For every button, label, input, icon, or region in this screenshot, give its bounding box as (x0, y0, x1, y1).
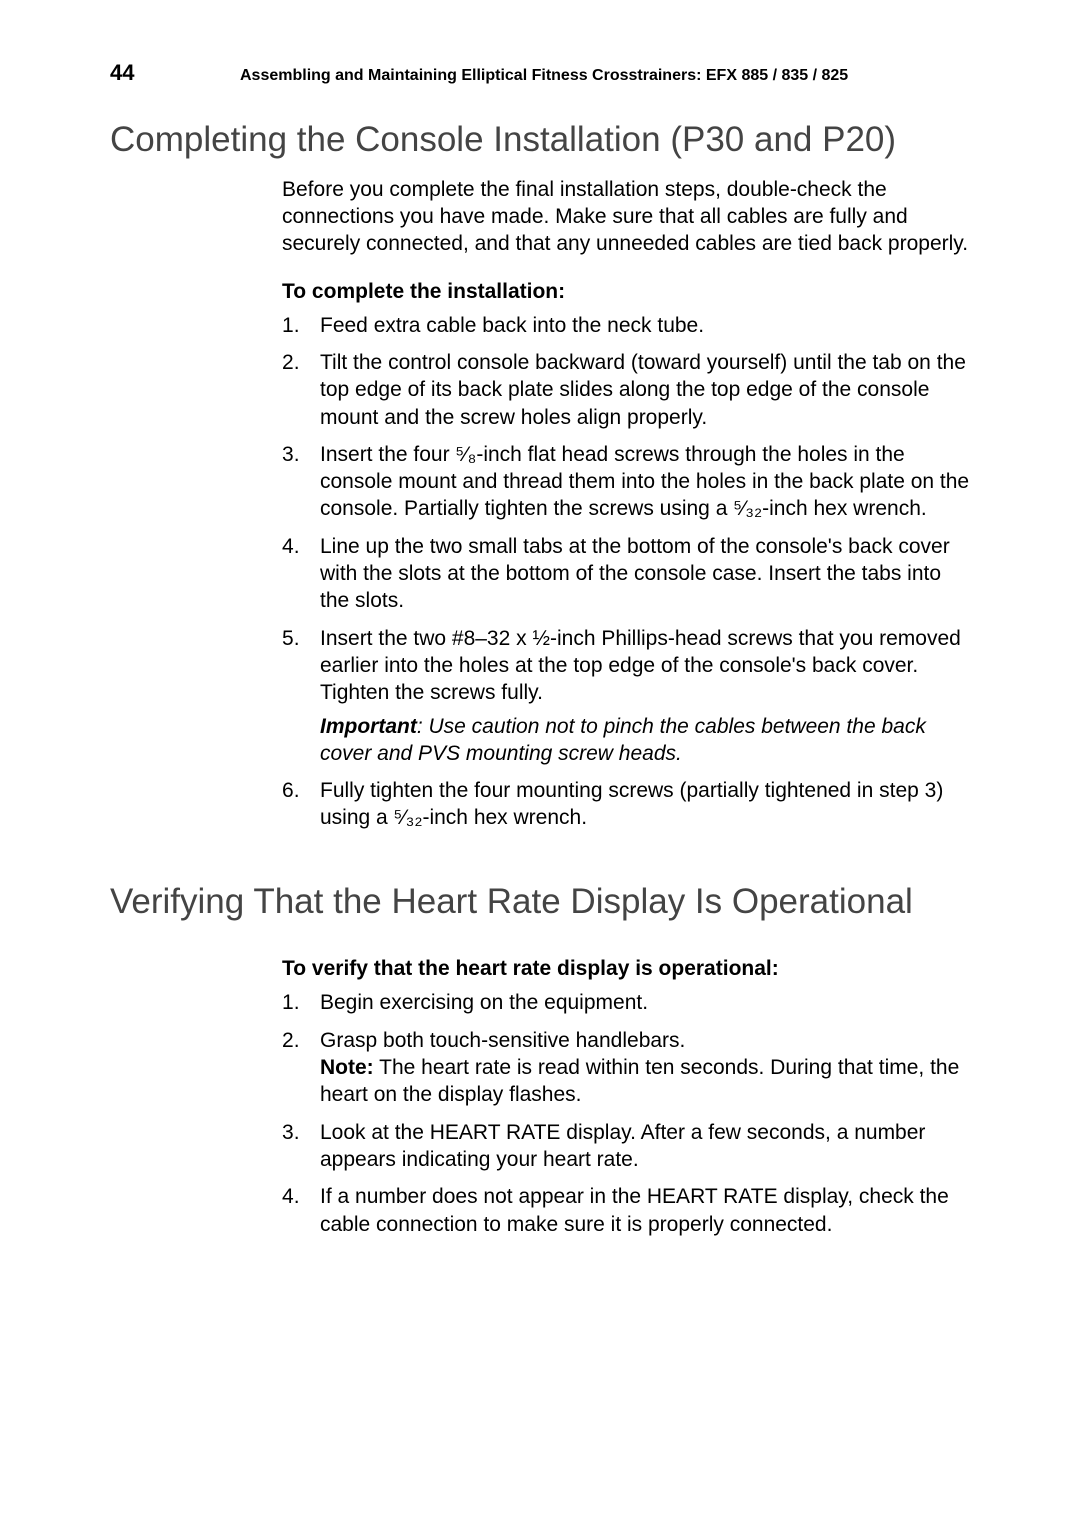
step-item: Tilt the control console backward (towar… (320, 349, 970, 431)
step-item: Fully tighten the four mounting screws (… (320, 777, 970, 832)
step-text: Fully tighten the four mounting screws (… (320, 779, 943, 829)
step-text: Insert the four ⁵⁄₈-inch flat head screw… (320, 443, 969, 521)
step-text: If a number does not appear in the HEART… (320, 1185, 949, 1235)
step-item: Line up the two small tabs at the bottom… (320, 533, 970, 615)
step-text: Feed extra cable back into the neck tube… (320, 314, 704, 337)
section-gap (110, 842, 970, 880)
page-number: 44 (110, 60, 240, 86)
section1-subheading: To complete the installation: (282, 280, 970, 304)
section1-heading: Completing the Console Installation (P30… (110, 118, 970, 162)
step-item: If a number does not appear in the HEART… (320, 1183, 970, 1238)
section1-intro: Before you complete the final installati… (282, 176, 970, 258)
note-label: Note: (320, 1056, 374, 1079)
section1-steps: Feed extra cable back into the neck tube… (282, 312, 970, 832)
note-text: The heart rate is read within ten second… (320, 1056, 959, 1106)
step-text: Look at the HEART RATE display. After a … (320, 1121, 925, 1171)
step-item: Insert the four ⁵⁄₈-inch flat head screw… (320, 441, 970, 523)
section2-subheading: To verify that the heart rate display is… (282, 957, 970, 981)
small-gap (110, 937, 970, 957)
step-text: Tilt the control console backward (towar… (320, 351, 966, 429)
section2-heading: Verifying That the Heart Rate Display Is… (110, 880, 970, 924)
step-text: Line up the two small tabs at the bottom… (320, 535, 950, 613)
step-text: Insert the two #8–32 x ½-inch Phillips-h… (320, 627, 961, 705)
header-title: Assembling and Maintaining Elliptical Fi… (240, 67, 970, 85)
step-item: Grasp both touch-sensitive handlebars. N… (320, 1027, 970, 1109)
step-text: Begin exercising on the equipment. (320, 991, 648, 1014)
step-item: Feed extra cable back into the neck tube… (320, 312, 970, 339)
important-note: Important: Use caution not to pinch the … (320, 713, 970, 768)
step-item: Insert the two #8–32 x ½-inch Phillips-h… (320, 625, 970, 767)
section1-body: Before you complete the final installati… (282, 176, 970, 832)
note: Note: The heart rate is read within ten … (320, 1054, 970, 1109)
section2-steps: Begin exercising on the equipment. Grasp… (282, 989, 970, 1237)
step-item: Begin exercising on the equipment. (320, 989, 970, 1016)
page-container: 44 Assembling and Maintaining Elliptical… (0, 0, 1080, 1328)
step-item: Look at the HEART RATE display. After a … (320, 1119, 970, 1174)
page-header: 44 Assembling and Maintaining Elliptical… (110, 60, 970, 86)
section2-body: To verify that the heart rate display is… (282, 957, 970, 1237)
step-text: Grasp both touch-sensitive handlebars. (320, 1029, 685, 1052)
important-label: Important (320, 715, 417, 738)
